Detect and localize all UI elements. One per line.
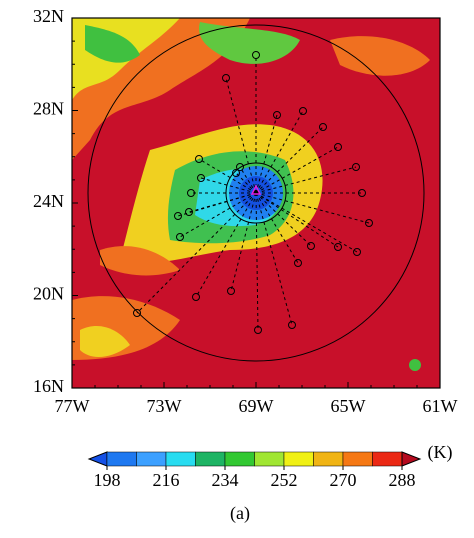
radial-line: [255, 126, 324, 194]
sample-point: [187, 189, 195, 197]
sample-point: [358, 189, 366, 197]
sample-point: [365, 219, 373, 227]
sample-point: [174, 212, 182, 220]
caption: (a): [230, 503, 250, 524]
colorbar-segment: [313, 451, 344, 467]
radial-line: [225, 77, 257, 194]
sample-point: [353, 248, 361, 256]
colorbar-segment: [342, 451, 373, 467]
radial-line: [255, 192, 358, 253]
radial-line: [255, 192, 259, 331]
sample-point: [176, 233, 184, 241]
colorbar-segment: [372, 451, 403, 467]
colorbar-unit: (K): [428, 442, 453, 463]
sample-point: [299, 107, 307, 115]
colorbar-segment: [254, 451, 285, 467]
y-tick-label: 24N: [33, 191, 64, 211]
colorbar-tick-label: 288: [389, 470, 416, 490]
radial-line: [255, 146, 339, 194]
radial-line: [255, 192, 339, 248]
radial-line: [235, 172, 257, 194]
sample-point: [294, 259, 302, 267]
x-tick-label: 69W: [239, 396, 274, 416]
sample-point: [273, 111, 281, 119]
x-tick-label: 77W: [55, 396, 90, 416]
colorbar-segment: [224, 451, 255, 467]
sample-point: [197, 174, 205, 182]
x-tick-label: 65W: [331, 396, 366, 416]
y-tick-label: 28N: [33, 99, 64, 119]
satellite-image: [72, 18, 440, 388]
radial-line: [255, 166, 357, 194]
sample-point: [133, 309, 141, 317]
sample-point: [288, 321, 296, 329]
sample-point: [227, 287, 235, 295]
radial-line: [255, 192, 312, 247]
radial-line: [255, 192, 293, 326]
sample-point: [195, 155, 203, 163]
colorbar-tick-label: 252: [271, 470, 298, 490]
radial-line: [255, 114, 278, 194]
colorbar-segment: [283, 451, 314, 467]
sample-point: [334, 243, 342, 251]
sample-point: [236, 163, 244, 171]
y-tick-label: 16N: [33, 376, 64, 396]
sample-point: [252, 51, 260, 59]
sample-point: [185, 208, 193, 216]
y-tick-label: 20N: [33, 284, 64, 304]
colorbar-extension-high: [401, 451, 422, 467]
radial-line: [255, 192, 299, 264]
map-ticks: [71, 17, 441, 389]
sample-point: [232, 169, 240, 177]
x-tick-label: 61W: [423, 396, 458, 416]
colorbar-tick-label: 234: [212, 470, 239, 490]
radial-line: [230, 192, 257, 292]
colorbar-extension-low: [87, 451, 108, 467]
radial-line: [255, 110, 304, 194]
colorbar-tick-label: 198: [94, 470, 121, 490]
colorbar-tick-label: 216: [153, 470, 180, 490]
colorbar-segment: [106, 451, 137, 467]
sample-point: [334, 143, 342, 151]
radial-line: [179, 192, 257, 238]
sample-point: [319, 123, 327, 131]
sample-point: [352, 163, 360, 171]
y-tick-label: 32N: [33, 6, 64, 26]
radial-line: [136, 192, 257, 314]
colorbar-segment: [165, 451, 196, 467]
sample-point: [222, 74, 230, 82]
colorbar-tick-label: 270: [330, 470, 357, 490]
radial-line: [255, 192, 370, 224]
colorbar-segment: [136, 451, 167, 467]
sample-point: [307, 242, 315, 250]
radial-line: [195, 192, 257, 298]
sample-point: [192, 293, 200, 301]
sample-point: [254, 326, 262, 334]
x-tick-label: 73W: [147, 396, 182, 416]
radial-line: [239, 166, 257, 194]
colorbar-segment: [195, 451, 226, 467]
radial-line: [198, 158, 257, 194]
